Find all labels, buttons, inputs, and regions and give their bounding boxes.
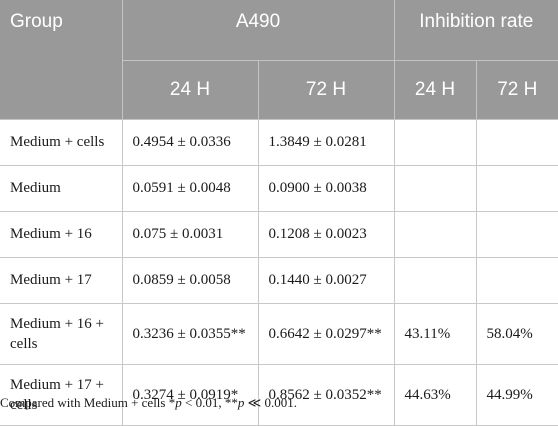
- header-inhibition-rate: Inhibition rate: [394, 0, 558, 61]
- cell-a490-72h: 0.1440 ± 0.0027: [257, 256, 395, 304]
- table-row: Medium + 17 0.0859 ± 0.0058 0.1440 ± 0.0…: [0, 256, 558, 304]
- cell-inhibition-24h: [393, 210, 477, 258]
- cell-a490-24h: 0.3274 ± 0.0919*: [121, 363, 259, 426]
- footnote-prefix: Compared with Medium + cells *: [0, 395, 176, 410]
- table-body: Medium + cells 0.4954 ± 0.0336 1.3849 ± …: [0, 118, 558, 426]
- cell-inhibition-72h: 58.04%: [475, 302, 558, 365]
- cell-a490-72h: 0.6642 ± 0.0297**: [257, 302, 395, 365]
- cell-group: Medium + 16 + cells: [0, 302, 123, 365]
- cell-group: Medium + 17: [0, 256, 123, 304]
- header-group: Group: [0, 0, 123, 120]
- cell-group: Medium + 17 + cells: [0, 363, 123, 426]
- cell-group: Medium + 16: [0, 210, 123, 258]
- cell-a490-72h: 0.0900 ± 0.0038: [257, 164, 395, 212]
- header-a490: A490: [122, 0, 395, 61]
- table-row: Medium + cells 0.4954 ± 0.0336 1.3849 ± …: [0, 118, 558, 166]
- cell-group: Medium + cells: [0, 118, 123, 166]
- cell-inhibition-24h: [393, 164, 477, 212]
- cell-inhibition-24h: 43.11%: [393, 302, 477, 365]
- cell-inhibition-72h: [475, 118, 558, 166]
- cell-inhibition-24h: [393, 118, 477, 166]
- cell-inhibition-72h: 44.99%: [475, 363, 558, 426]
- table-row: Medium + 17 + cells 0.3274 ± 0.0919* 0.8…: [0, 363, 558, 426]
- table-row: Medium + 16 0.075 ± 0.0031 0.1208 ± 0.00…: [0, 210, 558, 258]
- cell-group: Medium: [0, 164, 123, 212]
- footnote-p-symbol: p: [237, 395, 245, 410]
- table-header: Group A490 Inhibition rate 24 H 72 H 24 …: [0, 0, 558, 120]
- cell-a490-24h: 0.4954 ± 0.0336: [121, 118, 259, 166]
- cell-a490-24h: 0.0859 ± 0.0058: [121, 256, 259, 304]
- table-row: Medium 0.0591 ± 0.0048 0.0900 ± 0.0038: [0, 164, 558, 212]
- cell-inhibition-72h: [475, 210, 558, 258]
- header-inhibition-24h: 24 H: [394, 60, 477, 120]
- table-footnote: Compared with Medium + cells *p < 0.01, …: [0, 395, 297, 411]
- footnote-suffix: ≪ 0.001.: [244, 395, 297, 410]
- cell-a490-24h: 0.0591 ± 0.0048: [121, 164, 259, 212]
- cell-a490-72h: 1.3849 ± 0.0281: [257, 118, 395, 166]
- footnote-p-symbol: p: [175, 395, 182, 410]
- table-row: Medium + 16 + cells 0.3236 ± 0.0355** 0.…: [0, 302, 558, 365]
- footnote-mid: < 0.01, **: [181, 395, 238, 410]
- cell-inhibition-72h: [475, 164, 558, 212]
- header-a490-72h: 72 H: [258, 60, 395, 120]
- cell-inhibition-24h: [393, 256, 477, 304]
- cell-a490-24h: 0.3236 ± 0.0355**: [121, 302, 259, 365]
- cell-a490-72h: 0.1208 ± 0.0023: [257, 210, 395, 258]
- header-inhibition-72h: 72 H: [476, 60, 558, 120]
- header-a490-24h: 24 H: [122, 60, 259, 120]
- cell-a490-24h: 0.075 ± 0.0031: [121, 210, 259, 258]
- cell-inhibition-72h: [475, 256, 558, 304]
